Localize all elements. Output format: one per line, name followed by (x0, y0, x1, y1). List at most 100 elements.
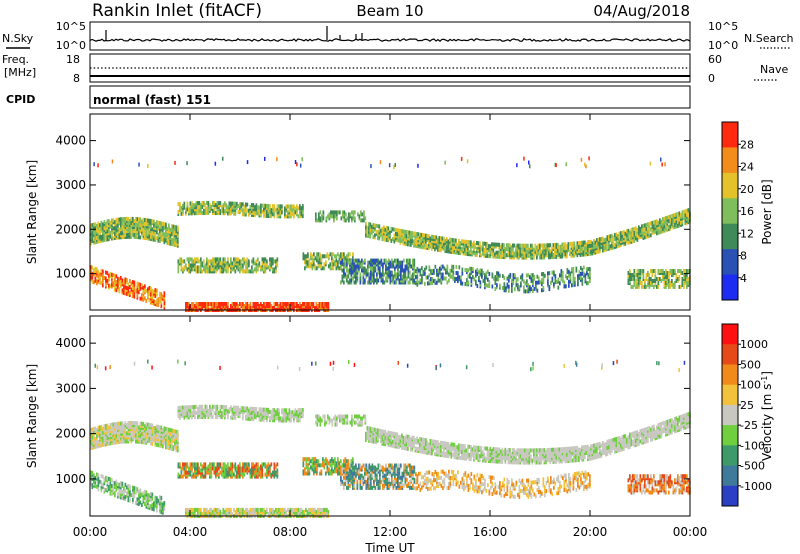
power-cell (230, 304, 232, 308)
power-cell (99, 223, 101, 228)
power-cell (299, 204, 301, 209)
power-cell (573, 241, 576, 246)
power-cell (317, 260, 320, 265)
power-cell (315, 302, 318, 306)
power-cell (464, 268, 467, 272)
velocity-cell (273, 408, 276, 413)
power-cell (287, 204, 289, 209)
power-cell (228, 201, 231, 206)
power-cell (372, 223, 375, 228)
power-cell (160, 292, 163, 297)
power-cell (400, 260, 402, 265)
power-cell (554, 162, 557, 167)
power-cell (174, 240, 176, 245)
power-cell (377, 258, 380, 263)
power-cell (379, 160, 382, 165)
power-cell (331, 260, 333, 265)
power-cell (642, 275, 645, 279)
power-cell (335, 262, 338, 267)
power-cell (629, 275, 631, 279)
power-data (90, 156, 691, 312)
power-cell (237, 304, 240, 308)
velocity-cell (141, 431, 143, 436)
power-cell (648, 233, 651, 238)
velocity-cell (255, 415, 258, 420)
power-cell (261, 257, 264, 262)
power-cell (214, 161, 217, 166)
velocity-cell (124, 421, 127, 426)
power-cell (398, 278, 401, 283)
velocity-cell (195, 404, 198, 409)
power-cell (503, 249, 505, 254)
power-cell (394, 280, 396, 285)
power-cell (300, 206, 303, 211)
power-cell (436, 268, 438, 273)
power-cell (555, 242, 558, 247)
power-cell (231, 201, 234, 206)
velocity-cell (257, 411, 259, 416)
y-tick-label: 1000 (55, 267, 86, 281)
power-cell (304, 254, 306, 259)
power-cell (281, 204, 283, 209)
velocity-cell (115, 422, 118, 426)
power-cell (455, 242, 457, 247)
power-cell (668, 271, 670, 275)
power-cell (370, 164, 372, 169)
power-cell (548, 253, 550, 258)
power-cell (216, 267, 219, 272)
power-cell (439, 266, 441, 271)
power-cell (511, 289, 513, 293)
power-cell (611, 243, 613, 248)
velocity-cell (177, 436, 179, 441)
power-cell (379, 274, 381, 279)
velocity-cell (96, 442, 98, 447)
power-cell (553, 270, 555, 275)
power-cell (264, 156, 266, 161)
velocity-cell (297, 408, 300, 413)
power-cell (309, 306, 312, 310)
velocity-cell (94, 426, 97, 431)
power-cell (492, 248, 495, 253)
power-cell (207, 210, 210, 215)
power-cell (112, 281, 115, 286)
velocity-cell (118, 429, 121, 434)
velocity-cell (182, 413, 184, 418)
power-cell (414, 243, 417, 248)
velocity-cell (112, 422, 115, 427)
power-cell (554, 251, 556, 255)
power-cell (632, 277, 634, 281)
velocity-cell (120, 431, 122, 436)
power-cell (376, 272, 378, 277)
power-cell (552, 243, 555, 248)
power-cell (114, 287, 116, 292)
power-cell (139, 217, 142, 222)
power-cell (325, 254, 327, 259)
power-cell (201, 302, 204, 306)
power-cell (574, 280, 576, 285)
velocity-cell (194, 405, 196, 409)
power-cell (222, 156, 224, 161)
power-cell (166, 233, 169, 237)
power-cell (266, 209, 268, 214)
power-cell (497, 250, 499, 255)
freq-label: Freq. (2, 53, 29, 66)
power-cell (325, 260, 327, 265)
power-cell (660, 157, 662, 162)
power-cell (212, 257, 214, 262)
power-cell (361, 258, 363, 263)
velocity-cell (185, 405, 187, 410)
power-cell (313, 252, 315, 257)
power-cell (356, 258, 359, 263)
power-cell (603, 238, 606, 243)
power-cell (584, 162, 586, 167)
power-cell (97, 229, 100, 234)
power-cell (393, 165, 395, 169)
velocity-cell (100, 425, 103, 429)
power-cell (675, 212, 678, 217)
power-cell (129, 279, 131, 283)
power-cell (106, 219, 109, 224)
power-cell (419, 232, 421, 237)
power-cell (379, 266, 381, 271)
velocity-cell (129, 423, 131, 428)
